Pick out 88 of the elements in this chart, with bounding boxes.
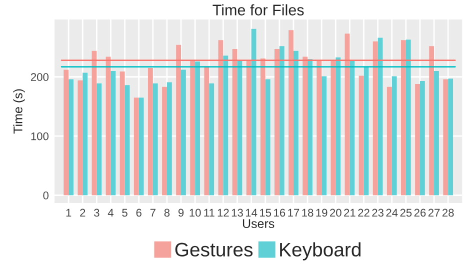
bar: [308, 59, 312, 196]
bar: [134, 98, 139, 196]
x-tick-label: 9: [178, 208, 184, 217]
x-axis-title: Users: [242, 219, 274, 228]
x-tick-label: 7: [150, 208, 156, 217]
bar: [288, 30, 294, 196]
y-tick-label: 0: [43, 192, 49, 200]
bar: [406, 40, 411, 196]
x-tick-label: 6: [136, 208, 142, 217]
bar: [166, 82, 172, 196]
bar: [401, 40, 406, 196]
bar: [448, 78, 454, 196]
x-tick-label: 2: [80, 208, 86, 217]
x-tick-label: 11: [204, 208, 214, 217]
bar: [152, 83, 158, 196]
bar: [78, 80, 83, 196]
bar: [246, 60, 252, 196]
bar: [124, 85, 130, 196]
bar: [279, 46, 284, 196]
bar: [64, 70, 69, 196]
x-tick-label: 10: [190, 208, 201, 217]
x-tick-label: 12: [218, 208, 229, 217]
bar: [176, 44, 182, 196]
legend-label: Keyboard: [280, 242, 360, 260]
bar: [120, 72, 125, 196]
x-tick-label: 22: [358, 208, 370, 217]
x-tick-label: 16: [274, 208, 286, 217]
x-tick-label: 8: [164, 208, 170, 217]
bar: [358, 76, 364, 196]
bar: [415, 84, 420, 196]
bar: [429, 46, 434, 196]
bar: [237, 60, 242, 196]
x-tick-label: 24: [386, 208, 398, 217]
x-tick-label: 19: [316, 208, 328, 217]
bar: [181, 70, 186, 196]
bar: [344, 34, 350, 196]
x-tick-label: 18: [302, 208, 314, 217]
x-tick-label: 21: [344, 208, 356, 217]
bar: [330, 60, 336, 196]
x-tick-label: 20: [330, 208, 342, 217]
bar: [68, 79, 74, 196]
bar: [443, 79, 448, 196]
y-axis-title: Time (s): [13, 89, 25, 134]
y-tick-label: 200: [30, 73, 49, 82]
bar: [434, 70, 439, 196]
bar: [372, 41, 378, 196]
bar: [138, 98, 144, 196]
bar: [336, 57, 341, 196]
bar: [392, 76, 397, 196]
legend-label: Gestures: [175, 242, 253, 257]
bar: [302, 56, 308, 196]
x-tick-label: 15: [260, 208, 272, 217]
bar: [190, 60, 196, 196]
x-tick-label: 1: [66, 208, 72, 217]
y-tick-label: 100: [31, 132, 49, 140]
x-tick-label: 25: [400, 208, 412, 217]
bar: [293, 50, 298, 196]
bar: [386, 86, 392, 196]
bar: [223, 56, 228, 196]
bar: [110, 70, 116, 196]
bar: [96, 83, 102, 196]
x-tick-label: 14: [246, 208, 258, 217]
bar: [260, 58, 266, 196]
bar: [162, 86, 167, 196]
bar: [82, 72, 88, 196]
chart-title: Time for Files: [212, 4, 304, 16]
bar: [316, 60, 322, 196]
x-tick-label: 4: [108, 208, 114, 217]
bar: [265, 79, 270, 196]
bar: [420, 81, 425, 196]
bar: [209, 83, 214, 196]
bar: [218, 40, 224, 196]
x-tick-label: 27: [428, 208, 440, 217]
bar: [195, 61, 200, 196]
x-tick-label: 5: [122, 208, 128, 217]
x-tick-label: 23: [372, 208, 384, 217]
bar: [350, 60, 355, 196]
x-tick-label: 26: [414, 208, 426, 217]
x-tick-label: 17: [288, 208, 300, 217]
bar: [364, 66, 369, 196]
x-tick-label: 28: [442, 208, 454, 217]
bar: [148, 68, 153, 196]
x-tick-label: 13: [232, 208, 243, 217]
x-tick-label: 3: [94, 208, 100, 217]
bar: [274, 49, 280, 196]
bar: [251, 28, 256, 196]
bar: [204, 66, 210, 196]
bar: [322, 76, 327, 196]
